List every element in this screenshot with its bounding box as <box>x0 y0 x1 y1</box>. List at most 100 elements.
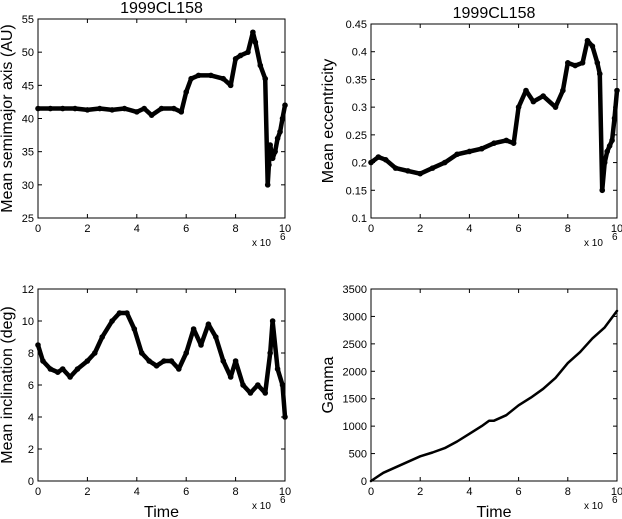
x-tick-label: 2 <box>84 223 90 235</box>
x-tick-label: 6 <box>183 223 189 235</box>
y-tick-label: 2000 <box>343 366 367 378</box>
y-tick-label: 35 <box>22 147 34 159</box>
data-point <box>47 366 54 372</box>
data-point <box>392 165 399 171</box>
data-point <box>466 148 473 155</box>
data-point <box>614 87 620 94</box>
data-point <box>552 104 559 110</box>
data-point <box>109 107 115 113</box>
data-point <box>530 98 537 105</box>
plot-frame <box>37 288 286 482</box>
chart-panel-2: 0 2 4 6 8 10 0.1 0.15 0.2 0.25 0.3 0.35 0.4 0.45 x 10 6… <box>320 5 622 249</box>
data-point <box>227 82 234 89</box>
data-point <box>282 102 288 109</box>
data-point <box>601 159 608 166</box>
y-tick-label: 6 <box>28 380 34 392</box>
y-tick-label: 40 <box>22 114 34 126</box>
data-point <box>540 93 546 99</box>
data-point <box>245 49 251 55</box>
data-point <box>237 52 244 59</box>
data-point <box>375 154 382 160</box>
data-point <box>594 60 601 66</box>
y-tick-label: 4 <box>28 412 34 424</box>
data-point <box>269 318 276 324</box>
x-tick-label: 8 <box>565 223 571 235</box>
x-tick-label: 6 <box>516 223 522 235</box>
data-point <box>282 414 288 420</box>
data-point <box>121 105 128 112</box>
data-point <box>175 366 182 372</box>
y-tick-label: 50 <box>22 47 34 59</box>
chart-panel-1: 0 2 4 6 8 10 25 30 35 40 45 50 55 x 10 6 1999CL158 Mean … <box>0 0 291 249</box>
data-point <box>67 374 73 380</box>
data-point <box>40 358 46 364</box>
y-axis-label: Gamma <box>320 356 337 413</box>
data-point <box>264 182 271 188</box>
data-point <box>92 350 98 356</box>
data-point <box>274 366 281 372</box>
y-tick-label: 0 <box>361 476 367 488</box>
data-point <box>454 151 460 158</box>
y-tick-label: 2500 <box>343 339 367 351</box>
data-point <box>491 140 497 146</box>
data-point <box>255 382 261 388</box>
y-tick-label: 8 <box>28 348 34 360</box>
data-point <box>198 342 204 348</box>
data-point <box>84 358 91 364</box>
y-tick-label: 25 <box>22 213 34 225</box>
data-point <box>171 105 177 112</box>
y-axis-label: Mean eccentricity <box>320 59 337 184</box>
x-tick-label: 10 <box>611 223 622 235</box>
data-point <box>247 390 254 396</box>
data-point <box>279 382 286 388</box>
x-tick-label: 0 <box>35 486 41 498</box>
y-tick-label: 0.1 <box>352 213 367 225</box>
y-tick-label: 55 <box>22 14 34 26</box>
chart-panel-4: 0 2 4 6 8 10 0 500 1000 1500 2000 2500 3000 3500 x 10 6… <box>320 284 622 519</box>
data-series-1 <box>369 309 619 483</box>
data-point <box>368 159 374 166</box>
x-axis-label: Time <box>477 504 512 519</box>
data-point <box>417 170 424 177</box>
data-point <box>405 168 411 174</box>
x-tick-label: 0 <box>368 486 374 498</box>
x-tick-label: 8 <box>233 486 239 498</box>
data-point <box>183 89 189 95</box>
data-point <box>442 159 448 166</box>
data-point <box>429 165 436 171</box>
data-point <box>190 326 197 332</box>
plot-frame <box>370 288 618 482</box>
data-point <box>227 374 234 380</box>
data-point <box>523 87 529 94</box>
data-point <box>262 390 269 396</box>
x-tick-label: 0 <box>368 223 374 235</box>
data-point <box>510 140 517 146</box>
data-point <box>584 37 591 44</box>
x-multiplier-exponent: 6 <box>612 495 618 506</box>
data-point <box>272 148 278 155</box>
data-point <box>606 143 613 149</box>
data-point <box>572 62 578 69</box>
x-tick-label: 4 <box>134 223 140 235</box>
data-point <box>240 382 246 388</box>
data-point <box>146 358 152 364</box>
y-tick-label: 1500 <box>343 394 367 406</box>
y-tick-label: 0.15 <box>346 185 367 197</box>
plot-frame <box>370 23 618 219</box>
data-point <box>589 43 596 49</box>
y-axis-label: Mean semimajor axis (AU) <box>0 24 16 212</box>
y-tick-label: 10 <box>22 316 34 328</box>
y-tick-label: 0.4 <box>352 47 367 59</box>
x-multiplier-label: x 10 <box>252 238 271 249</box>
x-multiplier-label: x 10 <box>584 238 603 249</box>
y-tick-label: 0.3 <box>352 102 367 114</box>
data-point <box>250 29 256 36</box>
x-tick-label: 2 <box>417 486 423 498</box>
data-point <box>611 115 618 122</box>
y-tick-label: 45 <box>22 80 34 92</box>
y-tick-label: 3500 <box>343 284 367 296</box>
data-point <box>208 72 214 79</box>
x-tick-label: 10 <box>279 223 291 235</box>
y-axis-label: Mean inclination (deg) <box>0 306 16 463</box>
